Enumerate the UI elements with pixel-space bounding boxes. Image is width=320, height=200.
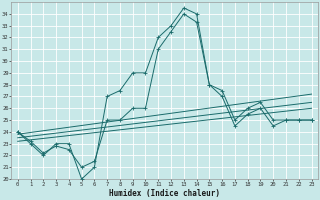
X-axis label: Humidex (Indice chaleur): Humidex (Indice chaleur)	[109, 189, 220, 198]
